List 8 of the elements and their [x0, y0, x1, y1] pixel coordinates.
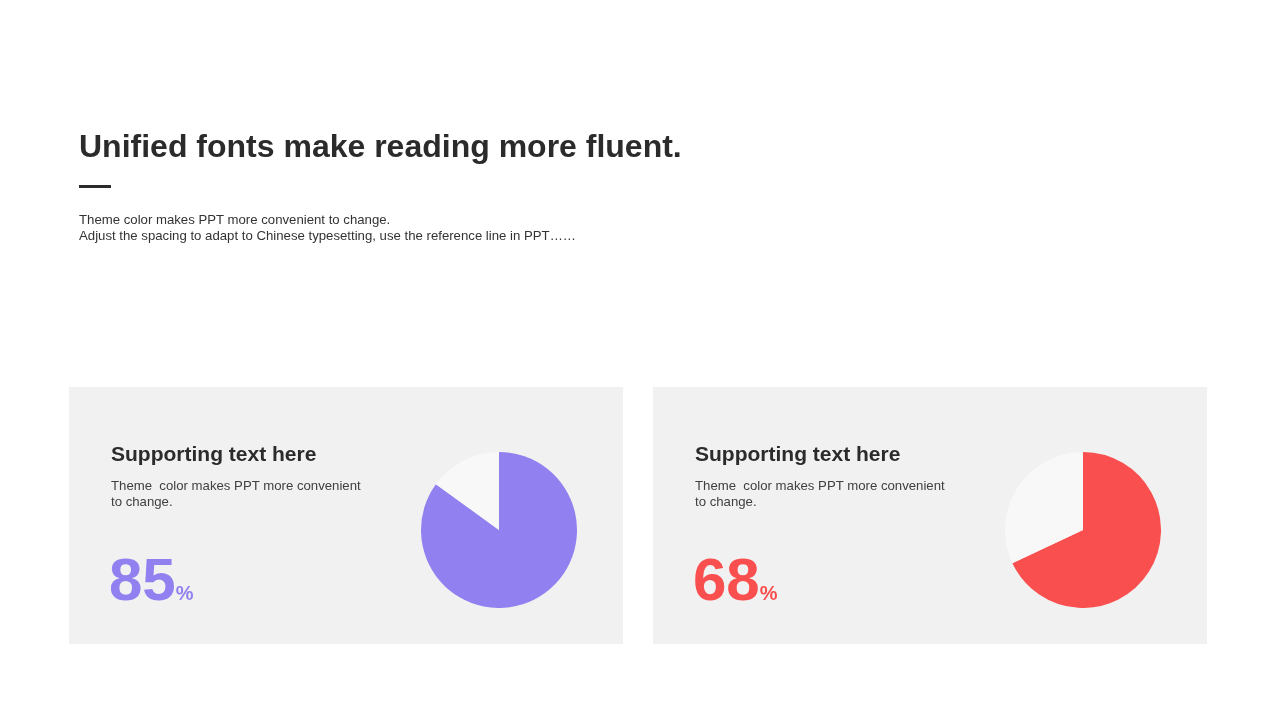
text: Supporting text here [111, 442, 317, 466]
text: Theme color makes PPT more convenient to change. Adjust the spacing to adapt to Chinese typesetting, use the reference line in PPT…… [79, 212, 577, 244]
text: 85% [109, 546, 194, 613]
text: Theme color makes PPT more convenient to change. [695, 478, 946, 510]
text: Unified fonts make reading more fluent. [79, 127, 682, 165]
text: 68% [693, 546, 778, 613]
text: Supporting text here [695, 442, 901, 466]
text: Theme color makes PPT more convenient to change. [111, 478, 362, 510]
